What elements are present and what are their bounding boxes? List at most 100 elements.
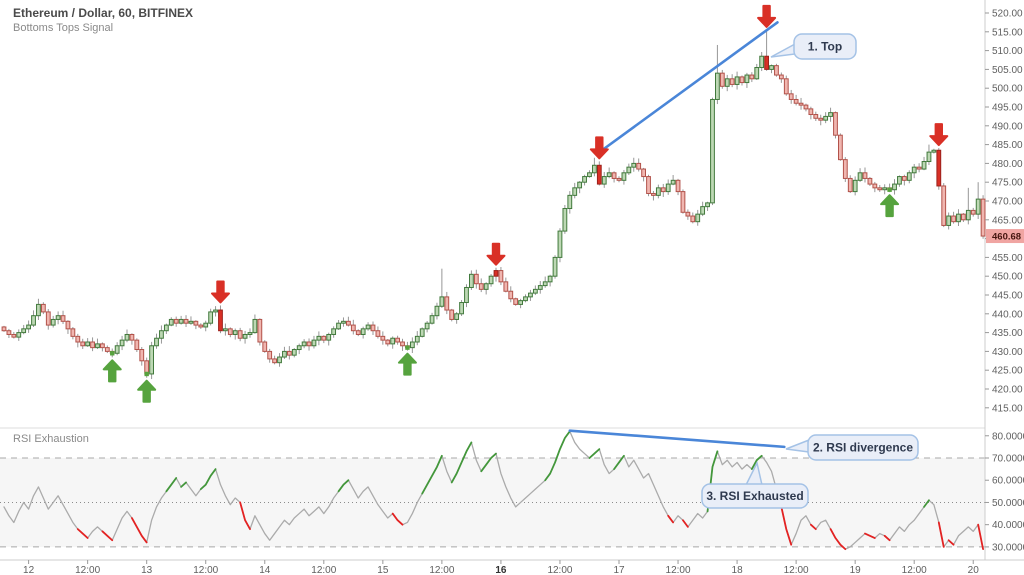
candle-body [409,341,415,349]
rsi-curve [480,452,497,473]
candle-body [842,159,848,179]
candle-body [646,176,651,194]
candle-body [626,166,632,174]
rsi-curve [682,519,689,528]
rsi-curve [613,454,625,471]
time-tick-label: 18 [732,565,744,575]
candle-body [50,318,56,326]
price-tick-label: 510.00 [992,46,1023,57]
candle-body [931,149,937,153]
candle-body [710,98,715,204]
candle-body [70,328,76,337]
candle-body [572,187,578,196]
candle-body [242,333,248,339]
time-tick-label: 13 [141,565,153,575]
price-tick-label: 435.00 [992,328,1023,339]
candle-body [80,341,86,347]
candle-body [592,164,597,174]
candle-body [336,322,341,330]
time-tick-label: 12:00 [902,565,927,575]
candle-body [759,55,765,69]
candle-body [547,275,553,283]
candle-body [350,324,356,332]
candle-body [587,172,592,178]
rsi-band [0,457,985,548]
candle-body [154,337,159,347]
annotation-bubble-top[interactable]: 1. Top [770,33,857,60]
candle-body [606,172,612,178]
rsi-curve [588,448,601,459]
candle-body [601,176,607,185]
rsi-curve [923,499,930,508]
candle-body [45,311,51,326]
time-axis[interactable]: 12 12:00 13 12:00 14 12:00 15 12:00 16 12:00 17 12:… [23,560,979,575]
signal-dot [144,371,149,377]
price-tick-label: 490.00 [992,121,1023,132]
candle-body [631,162,637,168]
candle-body [483,283,489,290]
signal-dot [405,345,410,350]
candle-body [641,168,647,178]
candle-body [311,339,317,347]
candle-body [85,341,91,347]
rsi-curve [101,530,114,542]
rsi-tick-label: 50.0000 [992,498,1024,509]
candle-body [685,211,691,217]
candle-body [577,181,583,189]
candle-body [754,67,760,80]
bottom-signal-arrow-icon [137,379,157,403]
candle-body [188,320,194,324]
candle-body [783,78,789,95]
candle-body [882,187,888,191]
candle-body [906,172,912,181]
candle-body [478,283,484,290]
time-tick-label: 16 [495,565,507,575]
annotation-bubble-rsi-divergence[interactable]: 2. RSI divergence [785,434,919,461]
rsi-axis[interactable]: 80.0000 70.0000 60.0000 50.0000 40.0000 30.00… [985,431,1024,553]
time-tick-label: 12 [23,565,35,575]
candle-body [439,296,445,307]
candle-body [818,117,824,121]
candle-body [424,322,430,330]
candle-body [400,341,405,347]
top-signal-arrow-icon [486,242,506,266]
candle-body [513,298,519,305]
candle-body [838,134,843,161]
candle-body [301,341,307,347]
divergence-line[interactable] [568,429,786,449]
time-tick-label: 12:00 [784,565,809,575]
trend-line[interactable] [595,21,779,156]
candle-body [616,177,622,181]
indicator-title: Bottoms Tops Signal [13,22,114,34]
candle-body [724,78,730,87]
candle-body [508,290,514,300]
rsi-curve [337,479,350,493]
panel-borders [0,0,1024,561]
candle-body [262,341,268,352]
annotation-bubble-rsi-exhausted[interactable]: 3. RSI Exhausted [701,460,809,509]
rsi-curve [421,454,443,495]
price-axis[interactable]: 520.00 515.00 510.00 505.00 500.00 495.00 490.… [985,9,1023,415]
candle-body [6,330,12,335]
candle-body [26,324,32,330]
candle-body [203,322,209,328]
candle-body [941,185,947,226]
candle-body [419,328,425,337]
symbol-title: Ethereum / Dollar, 60, BITFINEX [13,6,194,20]
candle-body [267,350,273,360]
candle-body [503,281,509,292]
price-tick-label: 450.00 [992,272,1023,283]
candle-body [306,341,312,347]
candle-body [16,332,22,338]
bubble-box [793,33,857,60]
candle-body [828,112,833,117]
rsi-curve [947,539,955,546]
candle-body [223,328,228,332]
candle-body [316,335,322,341]
candle-body [788,93,794,100]
candle-body [444,296,450,311]
candle-body [395,337,401,343]
rsi-curve [750,454,763,471]
candle-body [139,349,145,362]
